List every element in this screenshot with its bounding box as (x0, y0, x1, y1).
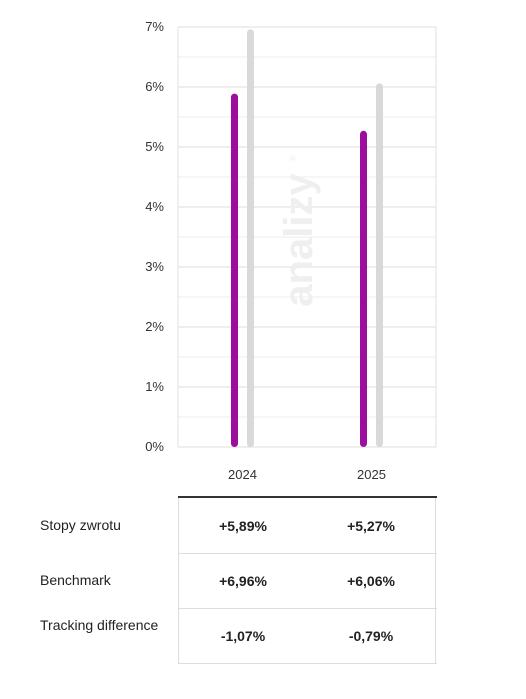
y-tick-label: 1% (145, 379, 164, 394)
x-tick-label: 2025 (357, 467, 386, 482)
watermark-registered-mark: ® (288, 155, 298, 162)
watermark: analizy ® (277, 155, 321, 307)
y-tick-label: 7% (145, 19, 164, 34)
watermark-text: analizy (277, 173, 321, 307)
table-row-returns: Stopy zwrotu +5,89% +5,27% (0, 498, 526, 553)
row-divider (178, 553, 437, 554)
y-tick-label: 5% (145, 139, 164, 154)
x-tick-label: 2024 (228, 467, 257, 482)
row-label-tracking: Tracking difference (40, 617, 159, 633)
table-row-benchmark: Benchmark +6,96% +6,06% (0, 553, 526, 608)
y-tick-label: 4% (145, 199, 164, 214)
y-tick-label: 2% (145, 319, 164, 334)
row-label-benchmark: Benchmark (40, 572, 111, 588)
y-axis-ticks: 0% 1% 2% 3% 4% 5% 6% 7% (145, 19, 164, 454)
x-axis-ticks: 2024 2025 (228, 467, 386, 482)
y-tick-label: 6% (145, 79, 164, 94)
y-tick-label: 3% (145, 259, 164, 274)
cell-tracking-2025: -0,79% (307, 608, 436, 663)
chart-bars (231, 29, 383, 448)
table-row-tracking: Tracking difference -1,07% -0,79% (0, 608, 526, 663)
bar-2025-series-1 (360, 130, 367, 448)
bar-2024-series-1 (231, 93, 238, 447)
table-top-border (178, 496, 437, 498)
cell-benchmark-2025: +6,06% (307, 553, 436, 608)
y-tick-label: 0% (145, 439, 164, 454)
chart-grid (177, 26, 437, 448)
row-label-returns: Stopy zwrotu (40, 517, 121, 533)
cell-returns-2025: +5,27% (307, 498, 436, 553)
cell-benchmark-2024: +6,96% (178, 553, 307, 608)
bar-2024-series-2 (247, 29, 254, 448)
table-bottom-border (178, 663, 437, 664)
bar-2025-series-2 (376, 83, 383, 448)
bar-chart: analizy ® 0% 1% 2% 3% 4% 5% 6% 7% 2024 2025 (145, 19, 437, 482)
cell-returns-2024: +5,89% (178, 498, 307, 553)
cell-tracking-2024: -1,07% (178, 608, 307, 663)
row-divider (178, 608, 437, 609)
